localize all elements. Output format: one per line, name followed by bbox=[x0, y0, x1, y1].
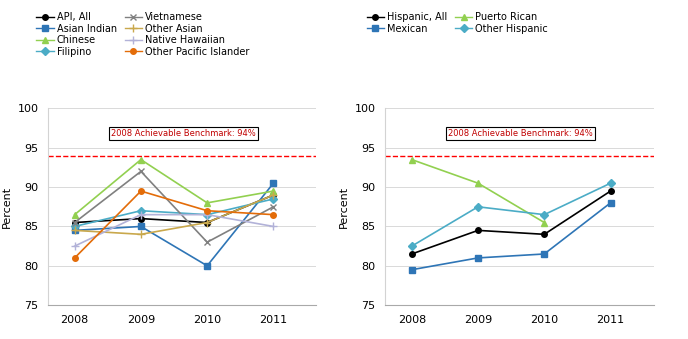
Y-axis label: Percent: Percent bbox=[339, 186, 349, 228]
Y-axis label: Percent: Percent bbox=[2, 186, 12, 228]
Legend: Hispanic, All, Mexican, Puerto Rican, Other Hispanic: Hispanic, All, Mexican, Puerto Rican, Ot… bbox=[363, 8, 552, 38]
Legend: API, All, Asian Indian, Chinese, Filipino, Vietnamese, Other Asian, Native Hawai: API, All, Asian Indian, Chinese, Filipin… bbox=[32, 8, 253, 60]
Text: 2008 Achievable Benchmark: 94%: 2008 Achievable Benchmark: 94% bbox=[448, 129, 593, 138]
Text: 2008 Achievable Benchmark: 94%: 2008 Achievable Benchmark: 94% bbox=[111, 129, 256, 138]
